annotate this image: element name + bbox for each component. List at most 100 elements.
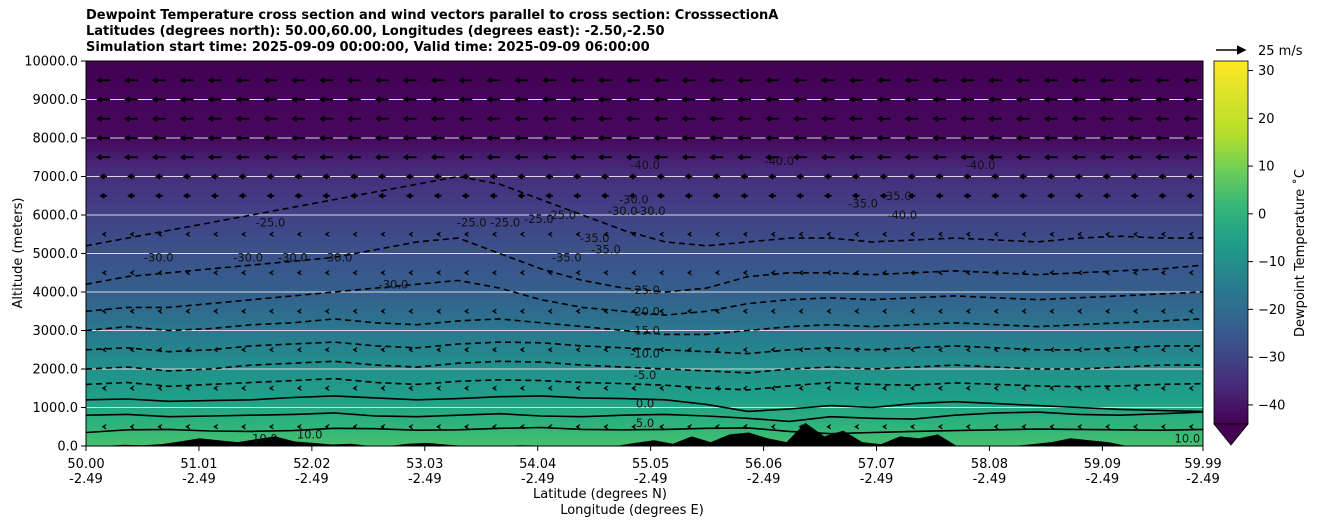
wind-vector (547, 231, 553, 237)
wind-vector (436, 347, 442, 353)
wind-vector (263, 77, 278, 84)
wind-vector (96, 115, 110, 122)
wind-vector (547, 347, 553, 353)
wind-vector (820, 77, 835, 84)
wind-vector (653, 115, 668, 122)
wind-vector (963, 192, 972, 199)
wind-vector (296, 308, 302, 314)
contour-label: -30.0 (619, 193, 649, 207)
wind-vector (157, 308, 163, 314)
wind-vector (268, 424, 274, 430)
wind-vector (628, 192, 637, 199)
wind-vector (241, 424, 246, 430)
wind-vector (1155, 135, 1170, 141)
wind-vector (124, 77, 138, 84)
wind-vector (1021, 424, 1027, 430)
wind-vector (179, 77, 194, 84)
wind-vector (653, 154, 668, 161)
wind-vector (937, 308, 943, 314)
wind-vector (796, 173, 804, 180)
wind-vector (268, 308, 274, 314)
contour-line (86, 426, 1203, 435)
contour-label: -20.0 (630, 304, 660, 318)
contour-label: -10.0 (630, 347, 660, 361)
wind-vector (1019, 192, 1027, 199)
wind-vector (737, 77, 752, 84)
wind-vector (854, 231, 860, 237)
wind-vector (965, 347, 971, 353)
wind-vector (659, 231, 664, 237)
wind-vector (1132, 308, 1138, 314)
contour-label: -25.0 (546, 208, 576, 222)
wind-vector (793, 154, 807, 161)
wind-vector (152, 154, 166, 161)
wind-vector (207, 115, 222, 122)
wind-vector (347, 135, 361, 141)
contour-label: -35.0 (848, 196, 878, 210)
contour-label: 5.0 (636, 416, 654, 430)
wind-vector (1188, 385, 1194, 391)
wind-vector (378, 173, 386, 180)
wind-vector (294, 192, 303, 199)
wind-vector (820, 154, 835, 161)
contour-label: -35.0 (591, 243, 621, 257)
title-line-1: Dewpoint Temperature cross section and w… (86, 8, 779, 23)
wind-vector (1071, 154, 1086, 161)
wind-vector (909, 385, 915, 391)
wind-vector (129, 424, 135, 430)
wind-vector (1077, 385, 1083, 391)
wind-vector (1105, 308, 1110, 314)
wind-vector (793, 135, 807, 141)
wind-vector (681, 77, 696, 84)
wind-vector (684, 192, 693, 199)
wind-vector (876, 115, 891, 122)
wind-vector (1046, 192, 1055, 199)
wind-vector (519, 385, 525, 391)
x-tick-label-lon: -2.49 (69, 472, 103, 487)
contour-labels: -30.0-25.0-30.0 -30.0 -30.0-30.0-25.0 -25.0… (144, 154, 1200, 445)
wind-vector (491, 347, 497, 353)
wind-vector (575, 231, 581, 237)
wind-vector (1186, 192, 1194, 199)
wind-vector (430, 115, 445, 122)
wind-vector (1183, 96, 1197, 103)
y-tick-label: 9000.0 (33, 93, 79, 108)
x-tick-label-lat: 59.09 (1084, 457, 1121, 472)
wind-vector (408, 270, 414, 276)
wind-vector (322, 192, 330, 199)
wind-vector (740, 192, 749, 199)
contour-label: 10.0 (252, 431, 278, 445)
wind-vector (319, 96, 333, 103)
wind-vector (575, 308, 581, 314)
contour-label: -40.0 (630, 158, 660, 172)
wind-vector (352, 347, 358, 353)
x-tick-label-lat: 55.05 (632, 457, 669, 472)
wind-vector (241, 231, 246, 237)
wind-vector (765, 115, 779, 122)
wind-vector (185, 231, 191, 237)
wind-vector (1049, 385, 1055, 391)
wind-vector (882, 231, 887, 237)
wind-vector (319, 154, 333, 161)
wind-vector (709, 135, 724, 141)
wind-vector (155, 173, 163, 180)
wind-vector (737, 115, 752, 122)
wind-vector (965, 231, 971, 237)
wind-vector (960, 77, 975, 84)
wind-vector (458, 115, 473, 122)
wind-vector (826, 231, 832, 237)
wind-vector (241, 270, 246, 276)
wind-vector (402, 77, 417, 84)
wind-vector (876, 154, 891, 161)
wind-vector (963, 173, 972, 180)
wind-vector (430, 77, 445, 84)
x-tick-label-lat: 57.07 (858, 457, 895, 472)
x-tick-label-lon: -2.49 (1086, 472, 1120, 487)
wind-vector (993, 308, 999, 314)
wind-vector (826, 424, 832, 430)
wind-vector (1049, 424, 1055, 430)
wind-vector (291, 135, 306, 141)
wind-vector (1019, 173, 1027, 180)
wind-vector (603, 424, 609, 430)
wind-vector (547, 385, 553, 391)
